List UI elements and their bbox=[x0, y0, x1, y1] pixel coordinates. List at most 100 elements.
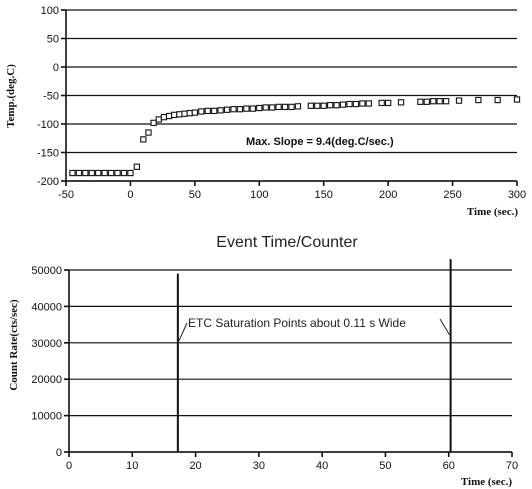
data-point bbox=[494, 96, 501, 104]
data-point bbox=[288, 103, 295, 111]
x-tick-label: 30 bbox=[253, 460, 265, 472]
annotation-pointer-right bbox=[439, 318, 451, 336]
x-tick-label: 250 bbox=[443, 189, 461, 201]
data-point bbox=[75, 169, 83, 177]
x-tick-label: 150 bbox=[315, 189, 333, 201]
x-tick-label: 0 bbox=[127, 189, 133, 201]
data-point bbox=[107, 169, 115, 177]
x-tick-label: 0 bbox=[66, 460, 72, 472]
data-point bbox=[359, 100, 366, 107]
x-tick-label: 200 bbox=[379, 189, 397, 201]
data-point bbox=[145, 129, 152, 136]
data-point bbox=[191, 109, 199, 116]
data-point bbox=[236, 106, 244, 113]
data-point bbox=[513, 96, 521, 103]
data-point bbox=[230, 106, 237, 113]
data-point bbox=[82, 169, 89, 177]
x-tick-label: 50 bbox=[379, 460, 391, 472]
y-tick-label: 40000 bbox=[31, 301, 62, 313]
y-tick-label: -150 bbox=[37, 148, 59, 160]
data-point bbox=[275, 103, 282, 111]
annotation-pointer-left bbox=[178, 322, 188, 342]
count-rate-chart-title: Event Time/Counter bbox=[216, 234, 358, 251]
data-point bbox=[211, 107, 218, 115]
temperature-x-axis-label: Time (sec.) bbox=[467, 206, 518, 218]
data-point bbox=[327, 102, 334, 109]
saturation-annotation: ETC Saturation Points about 0.11 s Wide bbox=[188, 316, 406, 330]
count-rate-chart: Event Time/Counter 50000 40000 30000 20000 1… bbox=[8, 234, 518, 488]
data-point bbox=[223, 106, 231, 113]
data-point bbox=[314, 102, 321, 109]
data-point bbox=[176, 111, 183, 118]
y-tick-label: -100 bbox=[37, 119, 59, 131]
y-tick-label: 10000 bbox=[31, 411, 62, 423]
data-point bbox=[378, 99, 385, 107]
data-point bbox=[150, 119, 157, 127]
data-point bbox=[256, 104, 263, 112]
count-rate-x-axis-label: Time (sec.) bbox=[461, 476, 512, 488]
y-tick-label: 100 bbox=[41, 5, 59, 17]
data-point bbox=[95, 169, 102, 177]
x-tick-label: 10 bbox=[126, 460, 138, 472]
data-point bbox=[120, 169, 128, 177]
x-tick-label: 50 bbox=[189, 189, 201, 201]
data-point bbox=[160, 114, 168, 121]
data-point bbox=[155, 116, 162, 123]
data-point bbox=[455, 97, 463, 104]
x-tick-label: 20 bbox=[189, 460, 201, 472]
data-point bbox=[171, 111, 178, 119]
y-tick-label: 20000 bbox=[31, 374, 62, 386]
data-point bbox=[294, 103, 302, 110]
data-point bbox=[198, 108, 205, 115]
x-tick-label: 40 bbox=[316, 460, 328, 472]
count-rate-y-axis-label: Count Rate(cts/sec) bbox=[8, 299, 20, 391]
x-tick-label: 70 bbox=[506, 460, 518, 472]
data-point bbox=[281, 103, 289, 111]
y-tick-label: 30000 bbox=[31, 338, 62, 350]
data-point bbox=[262, 104, 269, 111]
data-point bbox=[69, 169, 76, 177]
data-point bbox=[475, 96, 482, 104]
data-point bbox=[307, 102, 314, 109]
data-point bbox=[339, 101, 347, 108]
data-point bbox=[320, 102, 327, 109]
data-point bbox=[346, 100, 353, 108]
y-tick-label: 0 bbox=[56, 447, 62, 459]
data-point bbox=[88, 169, 95, 177]
y-tick-label: -50 bbox=[43, 91, 59, 103]
data-point bbox=[114, 169, 121, 177]
data-point bbox=[417, 98, 424, 105]
x-tick-label: 300 bbox=[508, 189, 526, 201]
data-point bbox=[333, 102, 340, 109]
data-point bbox=[352, 100, 360, 108]
y-tick-label: 50 bbox=[47, 34, 59, 46]
data-point bbox=[204, 107, 211, 115]
data-point bbox=[127, 169, 134, 177]
data-point bbox=[423, 98, 430, 105]
data-point bbox=[442, 98, 450, 105]
x-tick-label: 100 bbox=[250, 189, 268, 201]
y-tick-label: -200 bbox=[37, 176, 59, 188]
y-tick-label: 0 bbox=[53, 62, 59, 74]
data-point bbox=[436, 98, 443, 105]
data-point bbox=[365, 100, 372, 107]
data-point bbox=[140, 136, 147, 143]
data-point bbox=[133, 163, 141, 170]
data-point bbox=[101, 169, 108, 177]
data-point bbox=[269, 104, 276, 111]
data-point bbox=[397, 99, 405, 106]
y-tick-label: 50000 bbox=[31, 265, 62, 277]
data-point bbox=[165, 112, 173, 120]
data-point bbox=[249, 105, 256, 112]
data-point bbox=[181, 110, 188, 117]
data-point bbox=[243, 105, 250, 112]
data-point bbox=[186, 110, 193, 117]
data-point bbox=[384, 99, 392, 107]
data-point bbox=[430, 98, 437, 105]
max-slope-annotation: Max. Slope = 9.4(deg.C/sec.) bbox=[246, 136, 394, 148]
x-tick-label: -50 bbox=[58, 189, 74, 201]
x-tick-label: 60 bbox=[443, 460, 455, 472]
temperature-y-axis-label: Temp.(deg.C) bbox=[5, 64, 17, 128]
